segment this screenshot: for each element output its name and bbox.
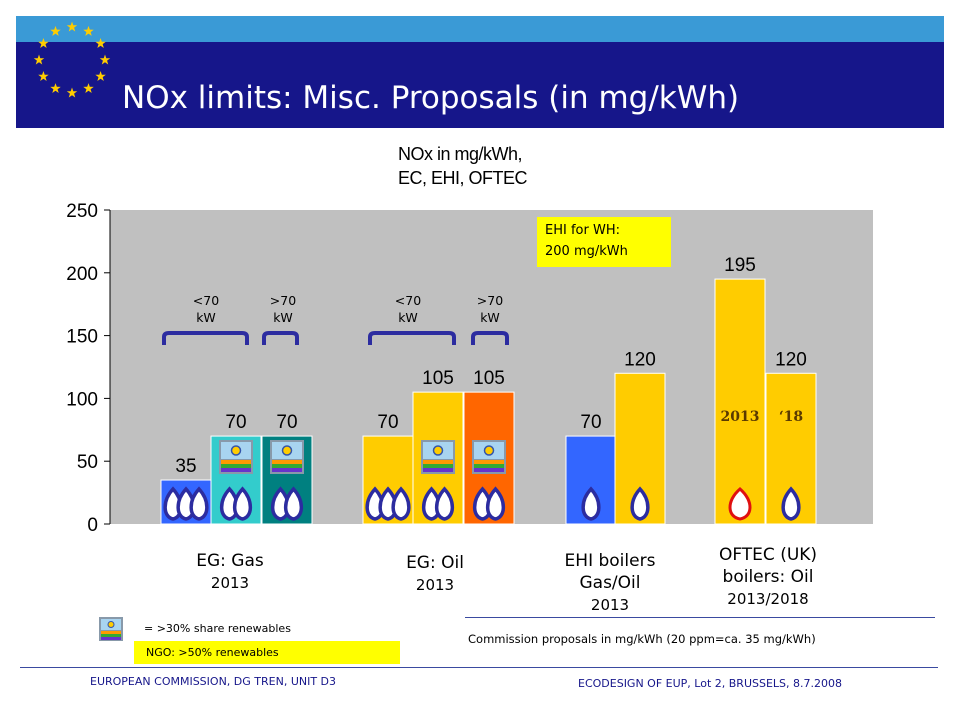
y-tick-label: 100 bbox=[66, 389, 98, 410]
eu-star-icon bbox=[66, 21, 78, 32]
chart-title-line2: EC, EHI, OFTEC bbox=[398, 168, 528, 188]
renewable-legend-icon bbox=[99, 617, 123, 641]
flame-icon bbox=[630, 486, 650, 521]
y-tick-label: 150 bbox=[66, 327, 98, 348]
group-label-ehi: EHI boilers Gas/Oil 2013 bbox=[530, 550, 690, 616]
flame-icon bbox=[189, 486, 209, 521]
group-label-line1: EG: Gas bbox=[196, 551, 264, 571]
eu-star-icon bbox=[38, 38, 49, 48]
ehi-note-line2: 200 mg/kWh bbox=[545, 244, 628, 259]
ngo-note: NGO: >50% renewables bbox=[134, 641, 400, 664]
eu-star-icon bbox=[99, 54, 111, 65]
flame-icon bbox=[434, 486, 455, 521]
eu-star-icon bbox=[95, 71, 106, 81]
group-label-eg-oil: EG: Oil 2013 bbox=[355, 552, 515, 596]
ehi-note-line1: EHI for WH: bbox=[545, 223, 620, 238]
renewable-icon bbox=[421, 440, 455, 474]
year-tag: 2013 bbox=[721, 409, 760, 425]
bar-value-label: 70 bbox=[276, 412, 297, 433]
bar-value-label: 35 bbox=[175, 456, 196, 477]
header-stripe bbox=[16, 16, 944, 42]
brace-label: >70 bbox=[270, 293, 296, 308]
brace bbox=[162, 331, 249, 345]
group-label-year: 2013 bbox=[590, 596, 630, 614]
renewable-icon bbox=[219, 440, 253, 474]
brace-label: <70 bbox=[193, 293, 219, 308]
legend-renewables: = >30% share renewables bbox=[144, 622, 291, 635]
bar-value-label: 120 bbox=[624, 349, 656, 370]
group-label-line1: EG: Oil bbox=[406, 553, 464, 573]
bar-value-label: 105 bbox=[473, 368, 505, 389]
eu-star-icon bbox=[95, 38, 106, 48]
y-axis: 0 50 100 150 200 250 bbox=[66, 201, 111, 536]
group-label-line1: EHI boilers bbox=[564, 551, 656, 571]
bar-value-label: 70 bbox=[225, 412, 246, 433]
ehi-note: EHI for WH: 200 mg/kWh bbox=[537, 217, 671, 267]
group-label-line2: Gas/Oil bbox=[579, 573, 641, 593]
flame-icon bbox=[283, 486, 304, 521]
red-flame-icon bbox=[728, 487, 752, 521]
eu-stars-icon bbox=[33, 21, 111, 98]
slide-title: NOx limits: Misc. Proposals (in mg/kWh) bbox=[122, 80, 740, 116]
group-label-eg-gas: EG: Gas 2013 bbox=[150, 550, 310, 594]
brace-label: kW bbox=[273, 310, 293, 325]
chart-title: NOx in mg/kWh, EC, EHI, OFTEC bbox=[398, 142, 528, 190]
bar bbox=[714, 278, 766, 525]
bar-value-label: 70 bbox=[580, 412, 601, 433]
y-tick-label: 0 bbox=[87, 515, 98, 536]
year-tag: ‘18 bbox=[779, 409, 803, 425]
brace bbox=[368, 331, 456, 345]
header-bar bbox=[16, 42, 944, 128]
renewable-icon bbox=[270, 440, 304, 474]
flame-icon bbox=[581, 486, 601, 521]
group-label-year: 2013 bbox=[210, 574, 250, 592]
brace-label: <70 bbox=[395, 293, 421, 308]
braces: <70 kW >70 kW <70 kW >70 kW bbox=[162, 293, 509, 345]
commission-rule bbox=[465, 617, 935, 618]
footer-rule bbox=[20, 667, 938, 668]
chart-title-line1: NOx in mg/kWh, bbox=[398, 144, 523, 164]
brace bbox=[262, 331, 299, 345]
group-label-line1: OFTEC (UK) bbox=[718, 545, 818, 565]
commission-note: Commission proposals in mg/kWh (20 ppm=c… bbox=[468, 632, 816, 646]
brace-label: kW bbox=[480, 310, 500, 325]
brace-label: kW bbox=[398, 310, 418, 325]
brace-label: kW bbox=[196, 310, 216, 325]
group-label-oftec: OFTEC (UK) boilers: Oil 2013/2018 bbox=[688, 544, 848, 610]
bar-value-label: 120 bbox=[775, 349, 807, 370]
eu-star-icon bbox=[38, 71, 49, 81]
group-label-year: 2013/2018 bbox=[727, 590, 809, 608]
bars: 35 70 70 70 105 105 70 120 195 2013 120 ‘18 bbox=[160, 255, 817, 525]
eu-star-icon bbox=[66, 87, 78, 98]
footer-left: EUROPEAN COMMISSION, DG TREN, UNIT D3 bbox=[90, 675, 337, 688]
group-label-year: 2013 bbox=[415, 576, 455, 594]
eu-star-icon bbox=[50, 83, 61, 94]
eu-star-icon bbox=[83, 83, 94, 94]
flame-icon bbox=[391, 486, 411, 521]
flame-icon bbox=[232, 486, 253, 521]
group-label-line2: boilers: Oil bbox=[722, 567, 814, 587]
bar-value-label: 195 bbox=[724, 255, 756, 276]
flame-icon bbox=[485, 486, 506, 521]
flame-icon bbox=[781, 486, 801, 521]
bar-value-label: 70 bbox=[377, 412, 398, 433]
nox-bar-chart: 0 50 100 150 200 250 <70 kW >70 kW <70 kW >70 kW 35 7… bbox=[66, 201, 873, 536]
footer-right: ECODESIGN OF EUP, Lot 2, BRUSSELS, 8.7.2… bbox=[578, 677, 843, 690]
y-tick-label: 200 bbox=[66, 264, 98, 285]
eu-star-icon bbox=[50, 25, 61, 36]
brace-label: >70 bbox=[477, 293, 503, 308]
y-tick-label: 250 bbox=[66, 201, 98, 222]
bar-value-label: 105 bbox=[422, 368, 454, 389]
y-tick-label: 50 bbox=[77, 452, 98, 473]
eu-star-icon bbox=[83, 25, 94, 36]
renewable-icon bbox=[472, 440, 506, 474]
brace bbox=[471, 331, 509, 345]
eu-star-icon bbox=[33, 54, 45, 65]
